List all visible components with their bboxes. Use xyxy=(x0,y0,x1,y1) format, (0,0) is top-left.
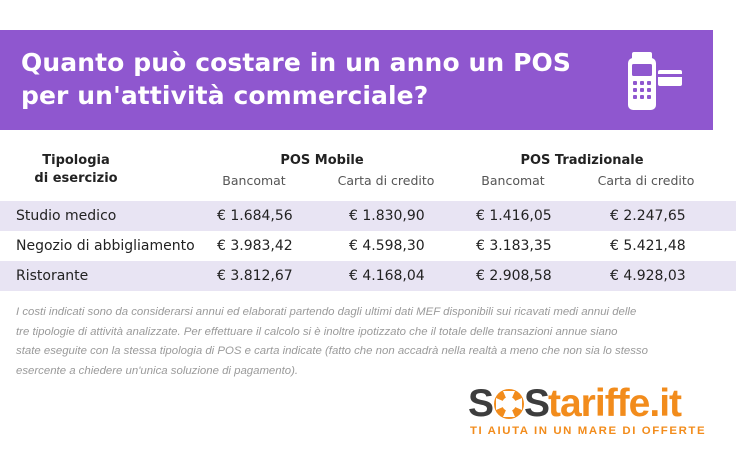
cell-mobile-bancomat: € 3.812,67 xyxy=(217,268,293,284)
cell-mobile-credit: € 1.830,90 xyxy=(349,208,425,224)
page-title: Quanto può costare in un anno un POS per… xyxy=(21,46,581,112)
cell-traditional-bancomat: € 2.908,58 xyxy=(476,268,552,284)
cell-mobile-bancomat: € 3.983,42 xyxy=(217,238,293,254)
row-type: Ristorante xyxy=(16,268,89,284)
column-header-type-line2: di esercizio xyxy=(34,171,118,186)
cell-mobile-bancomat: € 1.684,56 xyxy=(217,208,293,224)
title-line-1: Quanto può costare in un anno un POS xyxy=(21,48,571,77)
cell-traditional-credit: € 5.421,48 xyxy=(610,238,686,254)
title-line-2: per un'attività commerciale? xyxy=(21,81,429,110)
footnote: I costi indicati sono da considerarsi an… xyxy=(16,303,706,381)
pos-terminal-icon xyxy=(628,52,682,110)
cell-traditional-bancomat: € 1.416,05 xyxy=(476,208,552,224)
footnote-line: I costi indicati sono da considerarsi an… xyxy=(16,306,637,318)
cell-traditional-credit: € 2.247,65 xyxy=(610,208,686,224)
table-row: Ristorante € 3.812,67 € 4.168,04 € 2.908… xyxy=(0,261,736,291)
footnote-line: esercente a chiedere un'unica soluzione … xyxy=(16,364,299,377)
footnote-line: state eseguite con la stessa tipologia d… xyxy=(16,345,648,357)
column-header-type: Tipologia di esercizio xyxy=(34,152,117,188)
sostariffe-logo: S S tariffe.it SOStariffe.it TI AIUTA IN… xyxy=(468,382,707,437)
row-type: Studio medico xyxy=(16,208,117,224)
logo-tagline: TI AIUTA IN UN MARE DI OFFERTE xyxy=(470,425,707,437)
group-header-pos-traditional: POS Tradizionale xyxy=(520,153,644,168)
table-row: Negozio di abbigliamento € 3.983,42 € 4.… xyxy=(0,231,736,261)
cell-traditional-credit: € 4.928,03 xyxy=(610,268,686,284)
subheader-traditional-bancomat: Bancomat xyxy=(481,173,545,188)
header-banner: Quanto può costare in un anno un POS per… xyxy=(0,30,713,130)
group-header-pos-mobile: POS Mobile xyxy=(280,153,364,168)
cell-mobile-credit: € 4.168,04 xyxy=(349,268,425,284)
lifebuoy-icon xyxy=(494,389,524,419)
table-row: Studio medico € 1.684,56 € 1.830,90 € 1.… xyxy=(0,201,736,231)
subheader-traditional-credit: Carta di credito xyxy=(597,173,695,188)
footnote-line: tre tipologie di attività analizzate. Pe… xyxy=(16,325,618,338)
row-type: Negozio di abbigliamento xyxy=(16,238,195,254)
column-header-type-line1: Tipologia xyxy=(42,153,110,168)
subheader-mobile-credit: Carta di credito xyxy=(337,173,435,188)
cell-mobile-credit: € 4.598,30 xyxy=(349,238,425,254)
cell-traditional-bancomat: € 3.183,35 xyxy=(476,238,552,254)
subheader-mobile-bancomat: Bancomat xyxy=(222,173,286,188)
